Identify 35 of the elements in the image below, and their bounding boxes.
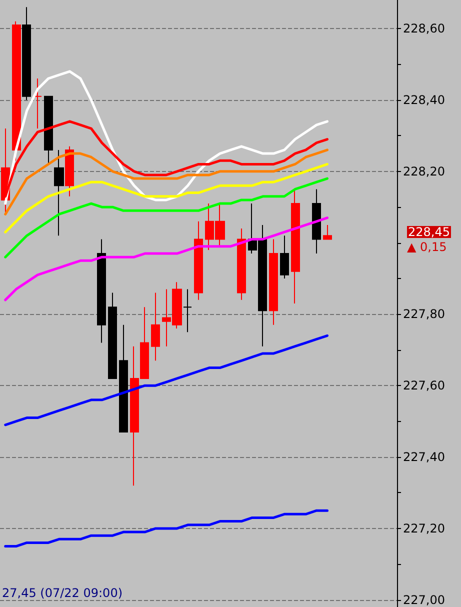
y-tick-label: 228,20 (403, 164, 445, 178)
candlestick (291, 188, 300, 304)
line-series (4, 162, 329, 234)
candlestick (194, 220, 203, 300)
candlestick (312, 188, 321, 254)
line-series (4, 177, 329, 258)
y-tick-label: 227,40 (403, 450, 445, 464)
line-series (4, 216, 329, 302)
candlestick (237, 228, 246, 300)
candlestick (33, 78, 42, 130)
y-tick-label: 227,20 (403, 521, 445, 536)
y-tick-label: 228,40 (403, 92, 445, 107)
line-series (4, 509, 329, 548)
candlestick (323, 224, 332, 240)
line-series (4, 148, 329, 216)
candlestick (269, 238, 278, 326)
candlestick (97, 238, 106, 344)
candlestick (280, 235, 289, 280)
y-tick-label: 228,60 (403, 22, 445, 36)
y-tick-label: 227,80 (403, 307, 445, 322)
candlestick (108, 292, 117, 379)
y-tick-label: 227,60 (403, 378, 445, 393)
text: ▲ 0,15 (407, 240, 447, 254)
line-series (4, 334, 329, 426)
line-series (4, 70, 329, 205)
candlestick (54, 149, 64, 236)
candlestick (65, 146, 74, 197)
y-tick-label: 227,00 (403, 592, 445, 607)
candlestick (44, 96, 53, 165)
candlestick (22, 6, 31, 100)
text: 228,45 (408, 225, 450, 239)
candlestick (183, 288, 192, 333)
candlestick (119, 324, 128, 433)
candlestick (151, 292, 160, 362)
annotation: 27,45 (07/22 09:00) (2, 586, 123, 600)
